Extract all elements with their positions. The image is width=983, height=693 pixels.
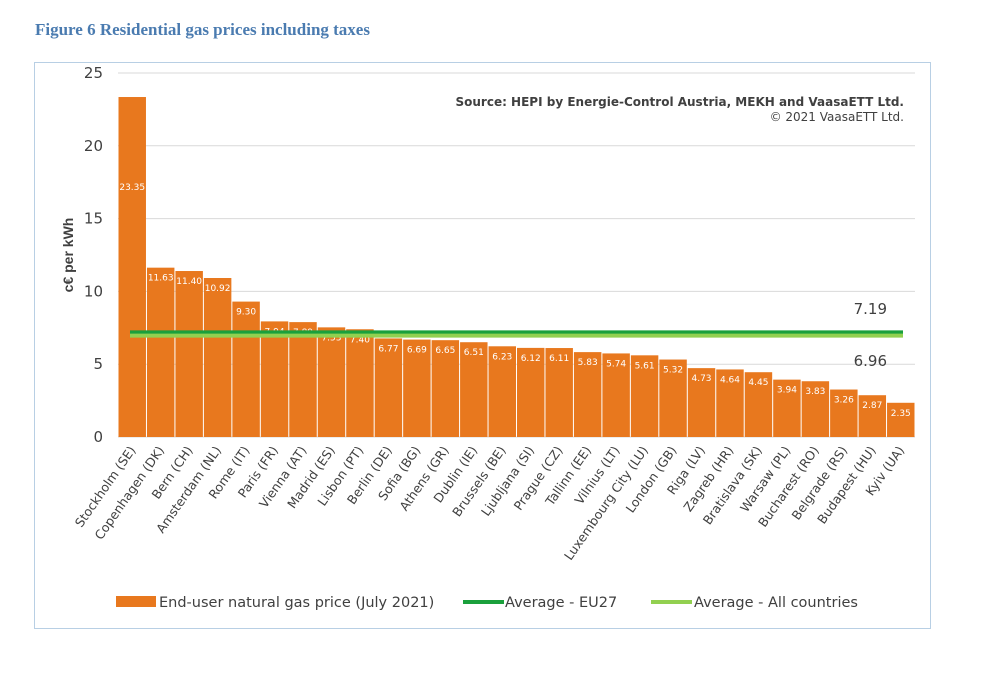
bar-value-label: 11.63	[148, 274, 174, 284]
bar-value-label: 5.83	[578, 358, 598, 368]
bar	[517, 347, 545, 437]
bar	[573, 352, 602, 437]
bar	[602, 353, 630, 437]
bars	[118, 97, 915, 438]
bar	[716, 369, 744, 437]
legend-label-eu27: Average - EU27	[505, 595, 617, 611]
bar-value-label: 10.92	[205, 284, 231, 294]
bar-value-label: 6.69	[407, 346, 427, 356]
bar	[374, 338, 403, 437]
bar-value-label: 23.35	[119, 183, 145, 193]
y-axis-ticks: 0 5 10 15 20 25	[84, 64, 103, 446]
source-line-2: © 2021 VaasaETT Ltd.	[770, 110, 904, 124]
bar-value-label: 9.30	[236, 308, 256, 318]
bar-value-label: 6.23	[492, 352, 512, 362]
bar	[488, 346, 516, 437]
bar	[118, 97, 146, 438]
chart-frame	[34, 62, 931, 629]
y-axis-label: c€ per kWh	[60, 218, 76, 293]
bar-value-label: 6.65	[435, 346, 455, 356]
bar-value-label: 4.64	[720, 375, 740, 385]
bar	[858, 395, 887, 437]
bar-value-label: 5.32	[663, 366, 683, 376]
bar	[630, 355, 659, 437]
y-tick-label: 5	[93, 355, 103, 373]
eu27-average-value: 7.19	[854, 300, 887, 318]
bar	[403, 339, 431, 437]
bar	[431, 340, 460, 437]
legend: End-user natural gas price (July 2021) A…	[116, 595, 858, 611]
legend-label-all: Average - All countries	[694, 595, 858, 611]
bar	[659, 359, 687, 437]
bar-value-label: 2.35	[891, 409, 911, 419]
bar	[545, 348, 573, 437]
bar-value-label: 4.45	[748, 378, 768, 388]
bar-value-label: 6.77	[378, 344, 398, 354]
x-axis-labels: Stockholm (SE)Copenhagen (DK)Bern (CH)Am…	[72, 443, 908, 563]
bar	[887, 402, 915, 437]
y-tick-label: 15	[84, 210, 103, 228]
bar	[289, 322, 317, 437]
bar	[460, 342, 488, 437]
bar-value-label: 3.94	[777, 386, 797, 396]
bar-value-label: 7.40	[350, 335, 370, 345]
bar-value-label: 6.51	[464, 348, 484, 358]
legend-label-price: End-user natural gas price (July 2021)	[159, 595, 434, 611]
bar	[830, 389, 858, 437]
bar	[146, 267, 175, 437]
y-tick-label: 25	[84, 64, 103, 82]
y-tick-label: 20	[84, 137, 103, 155]
bar	[346, 329, 374, 437]
bar	[687, 368, 716, 437]
bar	[203, 278, 232, 437]
bar-value-label: 5.74	[606, 359, 626, 369]
y-tick-label: 0	[93, 428, 103, 446]
reference-lines	[130, 330, 903, 338]
bar-value-label: 3.26	[834, 396, 854, 406]
bar	[744, 372, 773, 437]
figure-title: Figure 6 Residential gas prices includin…	[35, 20, 370, 39]
bar	[317, 327, 346, 437]
bar	[260, 321, 289, 437]
bar-value-label: 2.87	[862, 401, 882, 411]
legend-swatch-price	[116, 596, 156, 607]
bar	[801, 381, 830, 437]
all-countries-average-value: 6.96	[854, 352, 887, 370]
bar	[232, 301, 260, 437]
bar	[175, 271, 203, 437]
bar	[773, 379, 801, 437]
bar-value-label: 3.83	[805, 387, 825, 397]
bar-value-label: 4.73	[691, 374, 711, 384]
bar-value-label: 7.53	[321, 333, 341, 343]
bar-value-label: 5.61	[635, 361, 655, 371]
y-tick-label: 10	[84, 282, 103, 300]
bar-value-label: 6.12	[521, 354, 541, 364]
source-line-1: Source: HEPI by Energie-Control Austria,…	[455, 95, 904, 109]
bar-value-label: 11.40	[176, 277, 202, 287]
bar-value-label: 6.11	[549, 354, 569, 364]
